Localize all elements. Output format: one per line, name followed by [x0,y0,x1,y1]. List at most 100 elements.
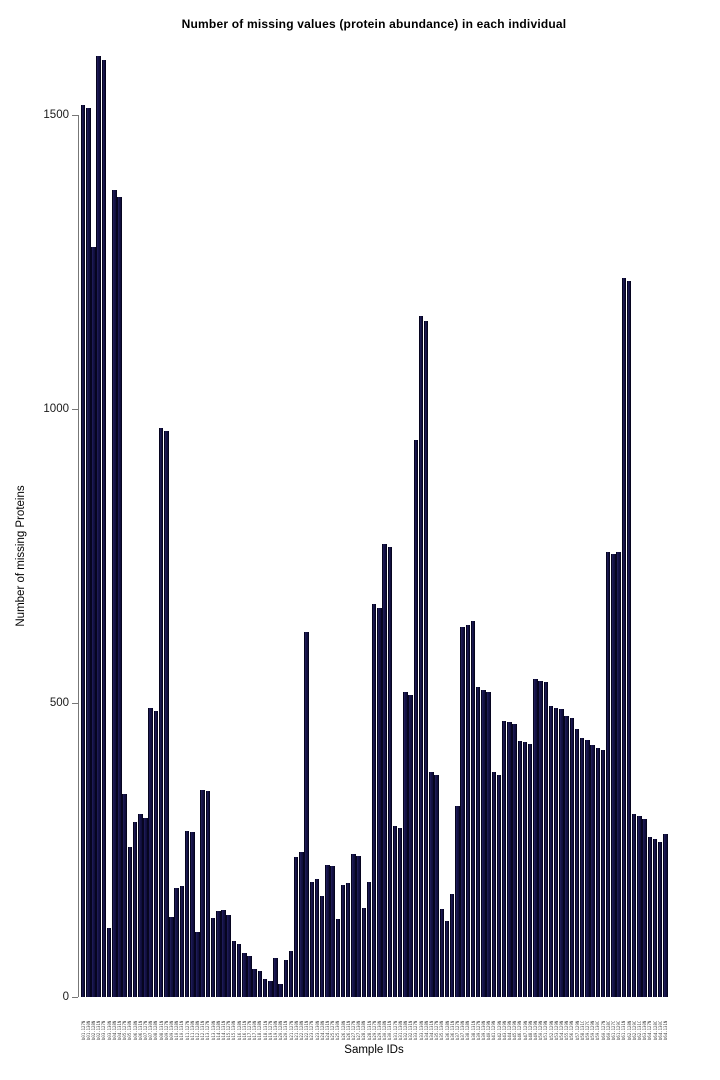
bar-b32.131N [408,695,413,997]
bar-b14.128N [216,911,221,997]
x-category-label: b43.129N [501,1020,507,1040]
x-category-label: b58.131C [579,1020,585,1040]
bar-b24.131N [325,864,330,997]
bar-b16.128N [236,944,242,997]
x-category-label: b61.131N [621,1020,627,1040]
bar-b60.128C [605,552,611,997]
bar-b36.128N [444,920,450,997]
y-tick-mark [72,997,78,998]
bar-b44.129N [507,722,512,997]
bar-b62.129C [631,813,637,997]
y-tick-mark [72,703,78,704]
bar-b46.129N [517,740,523,997]
x-category-label: b05.130N [127,1020,133,1040]
bar-b49.129N [533,679,538,997]
bar-b26.131N [346,882,351,997]
bar-b23.130N [314,879,320,997]
bar-b38.128N [465,625,471,997]
y-tick-mark [72,409,78,410]
bar-b41.129N [491,772,497,997]
bar-b26.128N [340,885,346,997]
bar-b59.129N [590,745,595,997]
bar-b02.128N [91,247,96,997]
bar-b22.131N [304,632,309,997]
y-tick-label: 1500 [43,109,69,121]
bar-b15.130N [231,940,237,997]
bar-b10.128N [174,888,179,997]
x-category-label: b62.128N [626,1020,632,1040]
x-category-label: b64.130C [657,1020,663,1040]
bar-b27.127N [351,854,356,997]
bar-b12.131N [200,790,205,997]
bar-b18.131N [262,979,268,997]
bar-b39.130N [481,690,486,997]
x-category-label: b25.130N [335,1020,341,1040]
bar-b21.130N [294,857,299,997]
bar-b47.129N [522,741,528,997]
bar-b62.131C [637,816,642,997]
x-axis-title: Sample IDs [344,1044,404,1056]
bar-b09.130N [169,917,174,997]
x-category-label: b08.131N [158,1020,164,1040]
x-category-label: b28.128N [361,1020,367,1040]
x-category-label: b53.129N [553,1020,559,1040]
x-category-label: b24.128N [319,1020,325,1040]
x-category-label: b23.127N [309,1020,315,1040]
x-category-label: b60.128C [605,1020,611,1040]
x-category-label: b34.128N [423,1020,429,1040]
bar-b42.129N [496,774,502,997]
x-category-label: b29.127N [371,1020,377,1040]
x-category-label: b35.130N [439,1020,445,1040]
bar-b04.128N [112,190,117,997]
x-category-label: b46.129N [517,1020,523,1040]
bar-b15.127N [226,914,231,997]
bar-b06.131N [138,813,143,997]
bar-b14.131N [221,909,226,997]
bar-b03.130N [106,927,112,997]
bar-b13.130N [210,918,216,997]
bar-b61.129C [616,551,621,997]
bar-b56.129N [569,717,575,997]
x-category-label: b39.127N [475,1020,481,1040]
bar-b29.130N [377,607,382,997]
x-category-label: b59.130C [595,1020,601,1040]
bar-b35.130N [439,908,445,997]
bar-b24.128N [320,895,325,997]
y-axis-line [78,115,79,997]
x-category-label: b38.128N [465,1020,471,1040]
x-category-label: b31.130N [397,1020,403,1040]
bar-b34.128N [424,320,429,997]
bar-b17.127N [247,955,252,997]
bar-b09.127N [164,431,169,997]
bar-b07.130N [148,707,153,997]
x-category-label: b13.130N [210,1020,216,1040]
bar-b30.128N [382,544,387,997]
x-category-label: b60.127N [600,1020,606,1040]
bar-b19.127N [268,980,273,997]
y-tick-label: 500 [49,697,69,709]
bar-b28.128N [361,907,367,997]
x-category-label: b23.130N [314,1020,320,1040]
bar-b55.129N [564,715,569,997]
y-tick-mark [72,115,78,116]
bar-b13.127N [205,791,211,997]
bar-b60.127N [600,750,606,997]
bar-b22.128N [299,852,304,997]
bar-b51.129N [543,682,549,997]
x-category-label: b26.131N [345,1020,351,1040]
bar-b53.129N [553,707,559,997]
bar-b21.127N [288,951,294,997]
x-category-label: b57.129N [574,1020,580,1040]
bar-b39.127N [475,686,481,997]
x-category-label: b28.131N [366,1020,372,1040]
bar-b33.130N [418,316,424,997]
bar-b29.127N [372,604,377,997]
bar-b45.129N [512,724,517,997]
bar-b05.130N [127,847,133,997]
chart-title: Number of missing values (protein abunda… [181,17,567,31]
x-category-label: b42.129N [496,1020,502,1040]
bar-b25.127N [330,866,335,997]
bar-b61.131N [621,278,627,997]
x-category-label: b15.130N [231,1020,237,1040]
bar-b35.127N [434,774,439,997]
